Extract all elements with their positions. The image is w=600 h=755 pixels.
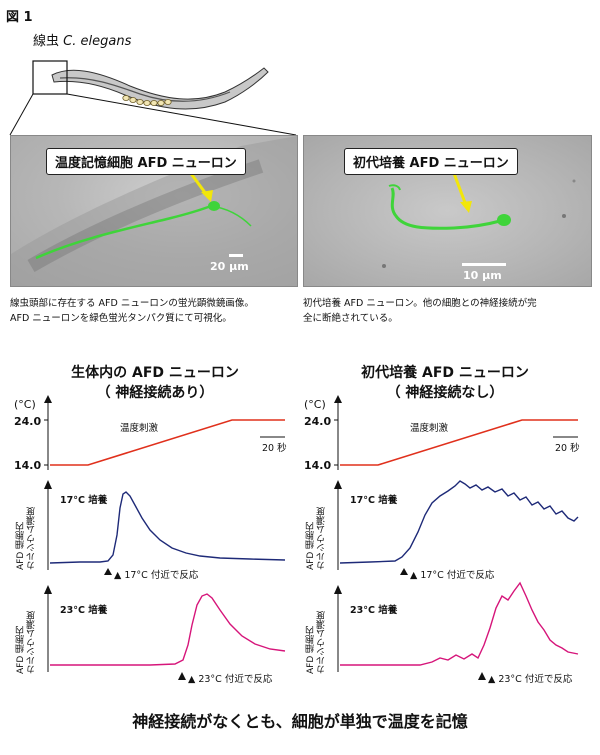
worm-eggs — [122, 95, 172, 106]
row17-marker-right: ▲ 17°C 付近で反応 — [410, 570, 495, 581]
row17-label-left: 17°C 培養 — [60, 495, 108, 506]
marker-23-left — [178, 672, 186, 680]
ylabel-17-left: AFD 細胞内 カルシウム濃度 — [16, 486, 38, 570]
time-scale-right: 20 秒 — [555, 443, 580, 454]
stimulus-high-right: 24.0 — [304, 415, 332, 428]
gfp-neuron-right — [390, 187, 501, 230]
ylabel-line1: AFD 細胞内 — [306, 521, 316, 570]
zoom-box — [32, 60, 68, 95]
gfp-axon-left — [35, 204, 212, 260]
row23-label-right: 23°C 培養 — [350, 605, 398, 616]
zoom-line-right — [66, 93, 297, 136]
worm-body — [51, 67, 269, 110]
stimulus-high-left: 24.0 — [14, 415, 42, 428]
callout-left: 温度記憶細胞 AFD ニューロン — [46, 148, 246, 175]
callout-right: 初代培養 AFD ニューロン — [344, 148, 518, 175]
stimulus-low-right: 14.0 — [304, 459, 332, 472]
panel-title-right-line1: 初代培養 AFD ニューロン — [361, 365, 529, 381]
gfp-soma-right — [497, 214, 511, 226]
zoom-line-left — [9, 93, 34, 136]
calcium-trace-23-right — [340, 581, 579, 666]
worm-label-species: C. elegans — [63, 34, 132, 49]
stimulus-label-left: 温度刺激 — [120, 423, 159, 434]
caption-right: 初代培養 AFD ニューロン。他の細胞との神経接続が完 全に断絶されている。 — [303, 296, 595, 326]
ylabel-line1: AFD 細胞内 — [306, 625, 316, 674]
caption-left-line1: 線虫頭部に存在する AFD ニューロンの蛍光顕微鏡画像。 — [10, 298, 254, 309]
scale-bar-right — [462, 263, 506, 266]
stimulus-unit-left: (°C) — [14, 398, 36, 411]
calcium-trace-23-left — [50, 593, 286, 666]
ylabel-line1: AFD 細胞内 — [16, 625, 26, 674]
ylabel-23-right: AFD 細胞内 カルシウム濃度 — [306, 590, 328, 674]
stimulus-low-left: 14.0 — [14, 459, 42, 472]
scale-label-left: 20 μm — [210, 260, 249, 273]
caption-right-line1: 初代培養 AFD ニューロン。他の細胞との神経接続が完 — [303, 298, 537, 309]
row17-label-right: 17°C 培養 — [350, 495, 398, 506]
worm-gut — [59, 77, 231, 102]
caption-right-line2: 全に断絶されている。 — [303, 313, 398, 324]
stimulus-trace-right — [340, 419, 578, 466]
row23-marker-right: ▲ 23°C 付近で反応 — [488, 674, 573, 685]
stimulus-trace-left — [50, 419, 285, 466]
gfp-soma-left — [208, 201, 220, 211]
ylabel-line2: カルシウム濃度 — [317, 611, 327, 674]
panel-title-left-line2: （ 神経接続あり） — [96, 385, 214, 401]
stimulus-label-right: 温度刺激 — [410, 423, 449, 434]
marker-23-right — [478, 672, 486, 680]
panel-title-left-line1: 生体内の AFD ニューロン — [71, 365, 239, 381]
panel-title-right: 初代培養 AFD ニューロン （ 神経接続なし） — [300, 363, 590, 403]
stimulus-unit-right: (°C) — [304, 398, 326, 411]
scale-bar-left — [229, 254, 243, 257]
worm-label: 線虫 C. elegans — [33, 30, 131, 49]
ylabel-17-right: AFD 細胞内 カルシウム濃度 — [306, 486, 328, 570]
row17-marker-left: ▲ 17°C 付近で反応 — [114, 570, 199, 581]
scale-label-right: 10 μm — [463, 269, 502, 282]
ylabel-line2: カルシウム濃度 — [27, 611, 37, 674]
calcium-trace-17-right — [339, 480, 579, 564]
marker-17-left — [104, 568, 112, 575]
row23-label-left: 23°C 培養 — [60, 605, 108, 616]
worm-label-jp: 線虫 — [33, 34, 60, 49]
row23-marker-left: ▲ 23°C 付近で反応 — [188, 674, 273, 685]
caption-left-line2: AFD ニューロンを緑色蛍光タンパク質にて可視化。 — [10, 313, 232, 324]
time-scale-left: 20 秒 — [262, 443, 287, 454]
caption-left: 線虫頭部に存在する AFD ニューロンの蛍光顕微鏡画像。 AFD ニューロンを緑… — [10, 296, 300, 326]
footer-conclusion: 神経接続がなくとも、細胞が単独で温度を記憶 — [132, 712, 468, 731]
ylabel-line2: カルシウム濃度 — [27, 507, 37, 570]
cultured-neuron-image — [382, 167, 576, 268]
ylabel-line1: AFD 細胞内 — [16, 521, 26, 570]
figure-label: 図 1 — [6, 10, 33, 25]
calcium-trace-17-left — [49, 491, 286, 564]
marker-17-right — [400, 568, 408, 575]
panel-title-left: 生体内の AFD ニューロン （ 神経接続あり） — [10, 363, 300, 403]
ylabel-23-left: AFD 細胞内 カルシウム濃度 — [16, 590, 38, 674]
worm-illustration — [9, 60, 297, 136]
ylabel-line2: カルシウム濃度 — [317, 507, 327, 570]
panel-title-right-line2: （ 神経接続なし） — [386, 385, 504, 401]
